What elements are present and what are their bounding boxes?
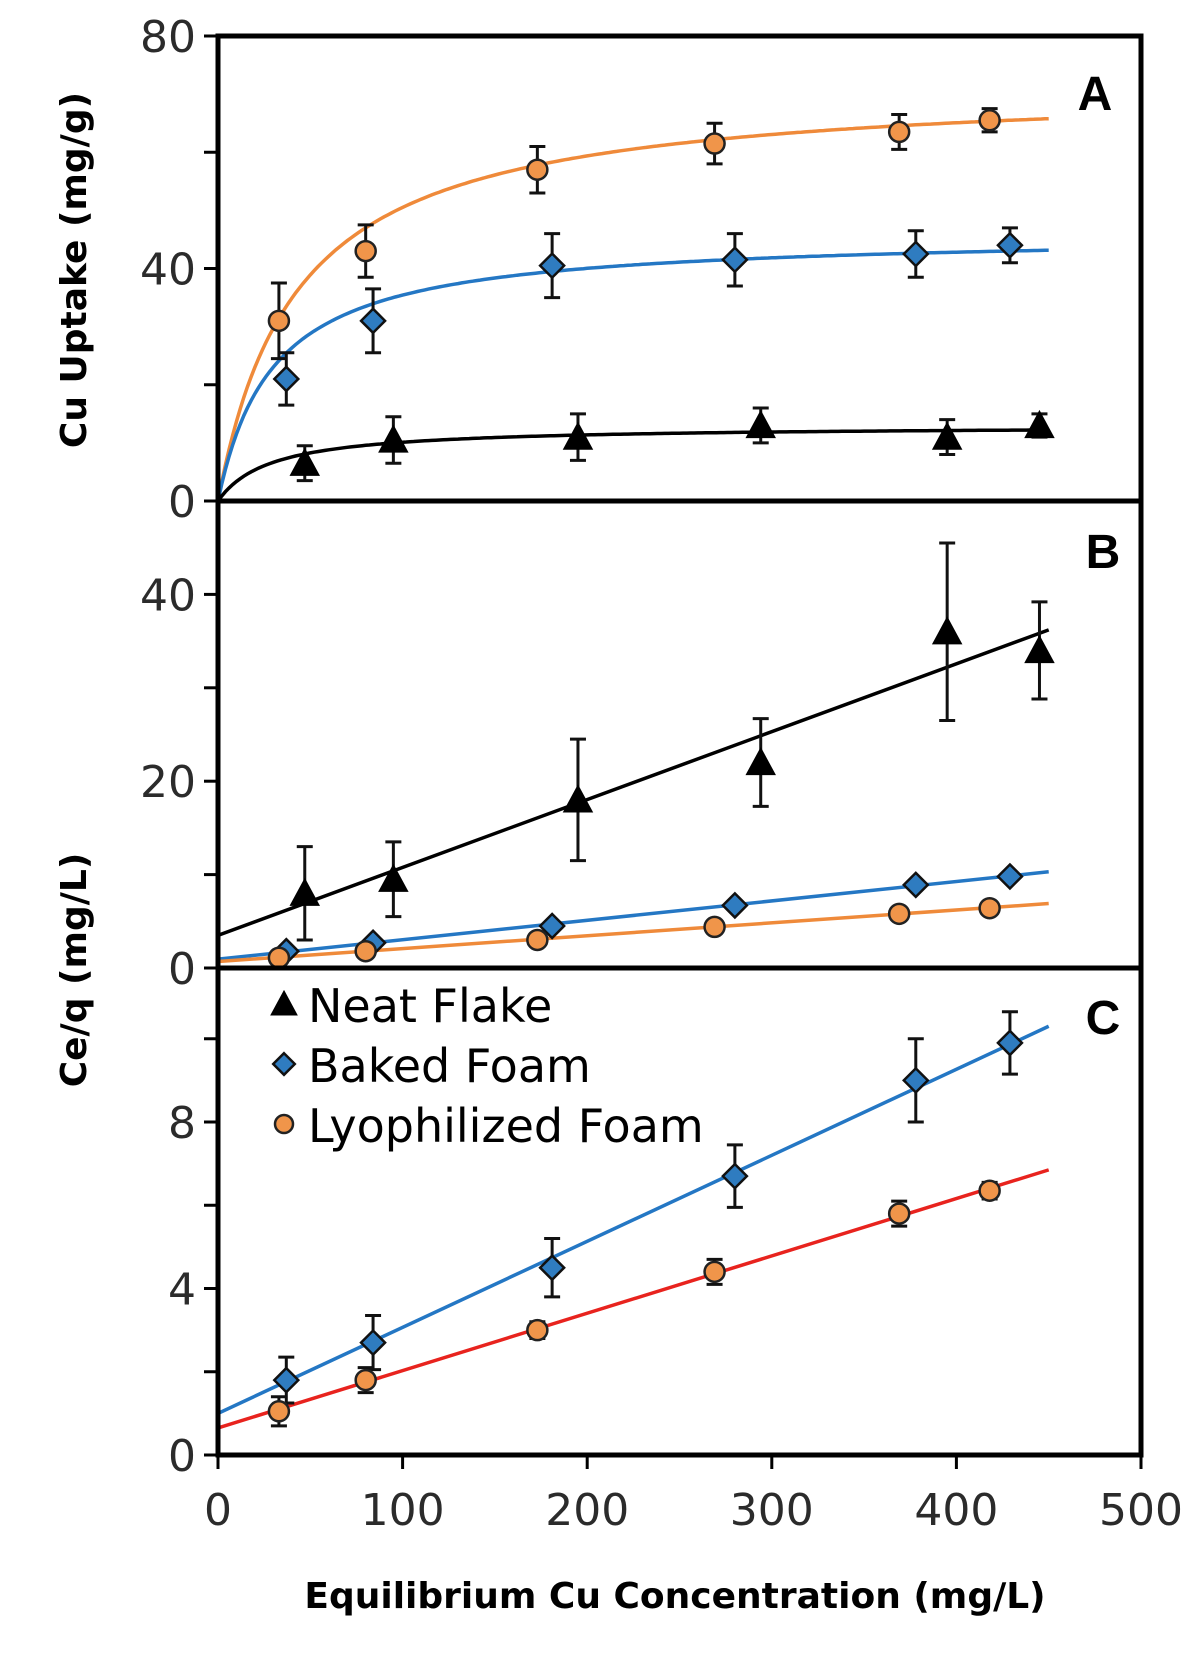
legend-marker-baked [271, 1051, 297, 1077]
data-point-neat [745, 746, 776, 776]
data-point-lyo [267, 1400, 291, 1423]
data-point-neat [745, 409, 776, 439]
y-tick-label: 0 [168, 944, 196, 995]
y-tick-label: 4 [168, 1265, 196, 1316]
x-tick-label: 300 [730, 1485, 814, 1536]
y-tick-label: 0 [168, 1431, 196, 1482]
fit-line-neat [218, 428, 1049, 501]
fit-lines-a [218, 116, 1049, 501]
data-point-baked [272, 365, 301, 393]
series-neat [289, 406, 1055, 483]
y-tick-label: 0 [168, 477, 196, 528]
data-point-lyo [887, 1202, 911, 1225]
data-point-baked [359, 307, 387, 335]
data-point-neat [378, 863, 409, 892]
series-lyo [267, 107, 1001, 361]
data-point-baked [272, 1366, 301, 1394]
data-point-lyo [354, 239, 377, 263]
data-point-neat [931, 616, 963, 645]
legend-label-neat: Neat Flake [308, 979, 552, 1033]
fit-line-baked [218, 248, 1049, 501]
x-axis-title: Equilibrium Cu Concentration (mg/L) [304, 1576, 1045, 1617]
data-point-neat [1024, 409, 1055, 439]
data-point-baked [902, 240, 930, 268]
data-point-baked [996, 862, 1024, 891]
legend-label-lyo: Lyophilized Foam [308, 1099, 704, 1153]
data-point-lyo [526, 158, 549, 181]
panel-label-b: B [1086, 526, 1121, 579]
legend-marker-lyo [273, 1113, 295, 1135]
data-point-neat [931, 421, 963, 450]
data-point-lyo [887, 902, 911, 926]
data-point-neat [562, 784, 594, 813]
x-tick-label: 400 [914, 1485, 998, 1536]
data-point-lyo [978, 1179, 1001, 1202]
x-tick-label: 0 [204, 1485, 232, 1536]
data-point-neat [562, 421, 594, 450]
data-point-lyo [703, 1260, 726, 1284]
data-point-lyo [267, 946, 291, 969]
fit-lines-b [218, 628, 1050, 964]
data-point-baked [359, 1328, 387, 1357]
y-tick-label: 40 [140, 570, 196, 621]
data-point-baked [538, 912, 566, 940]
panels-layer [218, 107, 1055, 1430]
data-point-neat [289, 447, 321, 476]
data-point-lyo [526, 1318, 549, 1342]
data-point-baked [538, 1253, 566, 1282]
panel-label-c: C [1086, 992, 1121, 1045]
fit-line-lyo [218, 1168, 1050, 1430]
series-lyo [267, 1179, 1001, 1428]
y-axis-title-panel-a: Cu Uptake (mg/g) [54, 92, 95, 448]
data-point-neat [378, 424, 409, 453]
data-point-baked [538, 251, 566, 280]
data-point-lyo [887, 120, 911, 144]
data-point-lyo [978, 109, 1001, 132]
panel-frame-b [215, 498, 1144, 971]
data-point-baked [996, 231, 1024, 260]
y-tick-label: 80 [140, 12, 196, 63]
series-baked [272, 226, 1024, 407]
y-tick-label: 20 [140, 757, 196, 808]
data-point-baked [996, 1029, 1024, 1057]
axes-layer: 0 40 80 A 0 20 40 B 0 4 8 C 0 100 200 300 400 500 Neat Fla… [140, 12, 1183, 1536]
data-point-baked [721, 246, 749, 274]
x-tick-label: 100 [361, 1485, 445, 1536]
data-point-baked [902, 871, 930, 899]
data-point-lyo [526, 928, 549, 952]
y-tick-label: 40 [140, 245, 196, 296]
data-point-lyo [354, 939, 377, 963]
y-axis-title-shared: Ce/q (mg/L) [54, 853, 95, 1088]
legend: Neat Flake Baked Foam Lyophilized Foam [270, 979, 704, 1153]
data-point-lyo [703, 915, 726, 939]
data-point-baked [721, 1162, 749, 1190]
y-tick-label: 8 [168, 1098, 196, 1149]
series-baked [272, 1010, 1024, 1405]
data-point-lyo [978, 896, 1001, 920]
series-neat [289, 541, 1055, 942]
data-point-neat [289, 877, 321, 906]
panel-a [218, 107, 1055, 501]
panel-c [218, 1010, 1050, 1430]
data-point-lyo [703, 132, 726, 155]
fit-line-lyo [218, 901, 1049, 964]
panel-frame-c [215, 965, 1144, 1458]
data-point-baked [721, 891, 749, 920]
legend-label-baked: Baked Foam [308, 1039, 591, 1093]
legend-marker-neat [270, 989, 298, 1016]
panel-b [218, 541, 1055, 969]
data-point-lyo [354, 1368, 377, 1392]
panel-label-a: A [1078, 68, 1113, 121]
fit-line-neat [218, 628, 1050, 937]
data-point-lyo [267, 309, 291, 333]
data-point-baked [902, 1066, 930, 1095]
data-point-neat [1024, 634, 1055, 664]
fit-line-baked [218, 1024, 1050, 1415]
x-tick-label: 200 [545, 1485, 629, 1536]
fit-line-lyo [218, 116, 1049, 501]
x-tick-label: 500 [1099, 1485, 1183, 1536]
